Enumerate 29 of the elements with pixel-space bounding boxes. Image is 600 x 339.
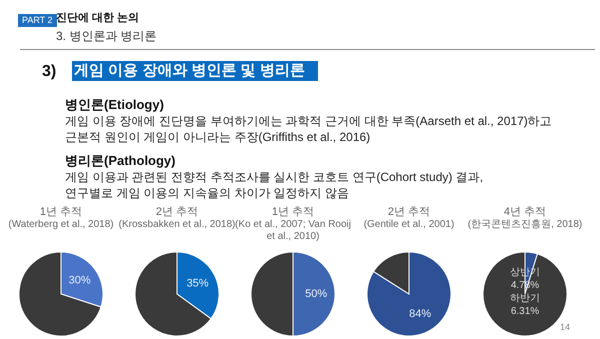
text: 14 (560, 322, 570, 333)
chart-title: 2년 추적 (386, 205, 432, 219)
chart-subtitle: (Gentile et al., 2001) (362, 219, 456, 232)
chart-subtitle: (Krossbakken et al., 2018) (118, 219, 236, 232)
text: 병인론(Etiology) (65, 97, 164, 113)
pie-slice (366, 252, 452, 336)
text: 3. 병인론과 병리론 (56, 29, 157, 44)
text: 6.31% (510, 305, 540, 318)
data-label: 30% (68, 274, 91, 286)
text: 3) (42, 62, 56, 82)
chart-subtitle: (한국콘텐츠진흥원, 2018) (466, 219, 584, 232)
text: PART 2 (18, 14, 57, 27)
text: 연구별로 게임 이용의 지속율의 차이가 일정하지 않음 (65, 186, 350, 200)
chart-subtitle: (Ko et al., 2007; Van Rooij et al., 2010) (235, 219, 352, 243)
data-label: 35% (186, 278, 209, 290)
text: 게임 이용 장애와 병인론 및 병리론 (74, 62, 305, 79)
text: 게임 이용 장애에 진단명을 부여하기에는 과학적 근거에 대한 부족(Aarseth et al., 2017)하고 (65, 114, 552, 128)
text: 병리론(Pathology) (65, 153, 176, 169)
text: 게임 이용과 관련된 전향적 추적조사를 실시한 코호트 연구(Cohort study) 결과, (65, 170, 484, 184)
chart-title: 2년 추적 (154, 205, 200, 219)
text: 근본적 원인이 게임이 아니라는 주장(Griffiths et al., 2016) (65, 130, 370, 144)
data-label: 50% (305, 288, 328, 300)
text: 하반기 (509, 292, 541, 305)
chart-title: 1년 추적 (270, 205, 316, 219)
data-label: 84% (409, 308, 432, 320)
chart-title: 1년 추적 (38, 205, 84, 219)
chart-title: 4년 추적 (502, 205, 548, 219)
chart-subtitle: (Waterberg et al., 2018) (7, 219, 115, 232)
pie-slice (18, 252, 102, 336)
